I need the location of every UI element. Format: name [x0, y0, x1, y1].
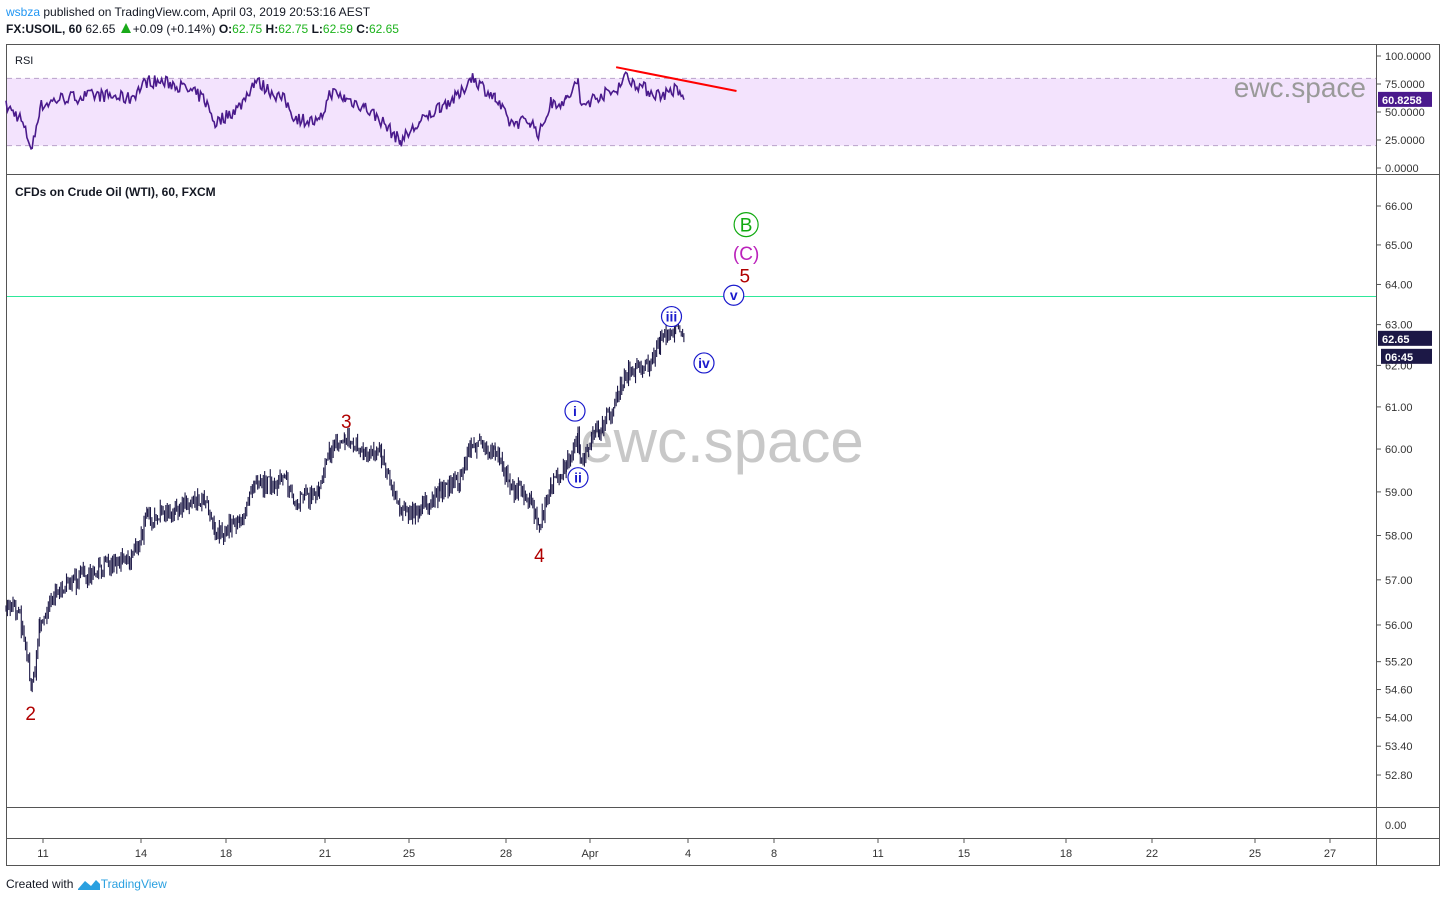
rsi-tick-label: 100.0000: [1385, 51, 1431, 63]
open-value: 62.75: [232, 22, 263, 36]
countdown-badge: 06:45: [1385, 352, 1413, 364]
wave-label: 2: [25, 704, 36, 725]
watermark: ewc.space: [580, 408, 863, 475]
time-tick-label: 11: [872, 848, 883, 860]
footer: Created with TradingView: [6, 877, 167, 891]
wave-label: i: [573, 403, 577, 419]
time-tick-label: 25: [403, 848, 415, 860]
tradingview-logo-icon: [77, 880, 100, 890]
rsi-tick-label: 25.0000: [1385, 135, 1425, 147]
open-label: O:: [218, 22, 233, 36]
price-badge-bg: [1378, 330, 1432, 346]
watermark: ewc.space: [1234, 72, 1366, 103]
close-label: C:: [356, 22, 369, 36]
wave-label: 3: [341, 412, 352, 433]
wave-label: ii: [574, 470, 582, 486]
time-tick-label: 25: [1249, 848, 1261, 860]
price-tick-label: 56.00: [1385, 620, 1413, 632]
price-tick-label: 59.00: [1385, 487, 1413, 499]
rsi-pane: RSI ewc.space: [5, 55, 1376, 150]
price-tick-label: 55.20: [1385, 657, 1413, 669]
rsi-line: [5, 71, 685, 150]
low-value: 62.59: [322, 22, 353, 36]
time-tick-label: 11: [37, 848, 48, 860]
wave-label-circle: [723, 284, 745, 306]
time-tick-label: 22: [1146, 848, 1158, 860]
rsi-tick-label: 50.0000: [1385, 107, 1425, 119]
wave-label-circle: [567, 467, 589, 489]
time-tick-label: 21: [319, 848, 331, 860]
close-value: 62.65: [368, 22, 399, 36]
main-title: CFDs on Crude Oil (WTI), 60, FXCM: [15, 185, 216, 199]
wave-label: iv: [698, 355, 710, 371]
price-tick-label: 52.80: [1385, 770, 1413, 782]
rsi-tick-label: 75.0000: [1385, 79, 1425, 91]
low-label: L:: [311, 22, 323, 36]
price-tick-label: 57.00: [1385, 575, 1413, 587]
created-with: Created with: [6, 877, 74, 891]
high-label: H:: [265, 22, 279, 36]
wave-label: 4: [534, 546, 545, 567]
countdown-badge-bg: [1381, 348, 1432, 364]
rsi-value-badge-bg: [1378, 91, 1432, 107]
price-tick-label: 64.00: [1385, 279, 1413, 291]
wave-label-circle: [733, 212, 759, 238]
axes: 100.0000 75.0000 50.0000 25.0000 0.0000 66.00…: [37, 51, 1432, 860]
up-triangle-icon: [120, 23, 131, 33]
time-tick-label: 28: [500, 848, 512, 860]
time-tick-label: 8: [771, 848, 777, 860]
time-tick-label: 14: [135, 848, 147, 860]
time-tick-label: 27: [1324, 848, 1336, 860]
price-tick-label: 54.60: [1385, 685, 1413, 697]
wave-label: (C): [733, 244, 759, 265]
rsi-title: RSI: [15, 55, 33, 67]
time-tick-label: Apr: [581, 848, 598, 860]
chart-frame: [6, 44, 1440, 866]
rsi-tick-label: 0.0000: [1385, 163, 1419, 175]
time-tick-label: 15: [958, 848, 970, 860]
price-tick-label: 65.00: [1385, 240, 1413, 252]
wave-label-circle: [693, 352, 715, 374]
price-tick-label: 66.00: [1385, 201, 1413, 213]
wave-label-circle: [564, 400, 586, 422]
price-tick-label: 58.00: [1385, 530, 1413, 542]
price-tick-label: 53.40: [1385, 741, 1413, 753]
author-link[interactable]: wsbza: [6, 5, 41, 19]
change: +0.09 (+0.14%): [132, 22, 216, 36]
price-tick-label: 63.00: [1385, 320, 1413, 332]
wave-label: v: [730, 287, 738, 303]
price-badge: 62.65: [1382, 334, 1410, 346]
wave-label: 5: [739, 267, 750, 288]
time-tick-label: 18: [1060, 848, 1072, 860]
tradingview-link[interactable]: TradingView: [100, 877, 167, 891]
price-pane: CFDs on Crude Oil (WTI), 60, FXCM ewc.spa…: [5, 185, 1376, 725]
price-tick-label: 60.00: [1385, 444, 1413, 456]
ohlc-legend: FX:USOIL, 60 62.65 +0.09 (+0.14%) O:62.7…: [6, 22, 399, 36]
rsi-value-badge: 60.8258: [1382, 95, 1422, 107]
outer-border: [6, 44, 1440, 866]
rsi-band: [7, 78, 1376, 146]
time-tick-label: 4: [685, 848, 691, 860]
wave-label: iii: [666, 309, 678, 325]
price-tick-label: 54.00: [1385, 713, 1413, 725]
wave-label-circle: [660, 305, 683, 328]
publish-info: wsbza published on TradingView.com, Apri…: [6, 5, 370, 19]
volume-tick-label: 0.00: [1385, 820, 1406, 832]
time-tick-label: 18: [220, 848, 232, 860]
symbol: FX:USOIL, 60: [6, 22, 83, 36]
publish-text: published on TradingView.com, April 03, …: [43, 5, 371, 19]
high-value: 62.75: [278, 22, 309, 36]
price-tick-label: 61.00: [1385, 402, 1413, 414]
last-price: 62.65: [85, 22, 116, 36]
wave-label: B: [740, 216, 753, 237]
rsi-trendline: [615, 66, 737, 92]
